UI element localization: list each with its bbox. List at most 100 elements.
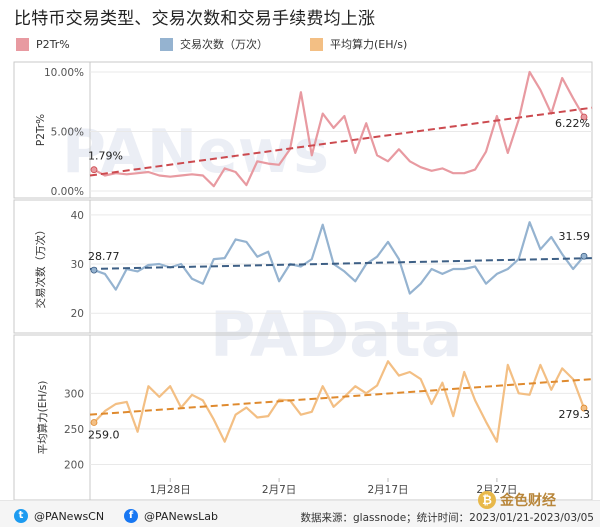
data-point	[311, 154, 313, 156]
data-point	[409, 160, 411, 162]
data-point	[267, 162, 269, 164]
data-source: 数据来源：glassnode；统计时间：2023/01/21-2023/03/0…	[300, 512, 595, 524]
trend-line-p2tr	[89, 106, 593, 177]
data-point	[278, 280, 280, 282]
data-point	[136, 270, 138, 272]
data-point	[561, 367, 563, 369]
data-point	[136, 172, 138, 174]
data-point	[115, 288, 117, 290]
data-point	[507, 364, 509, 366]
data-point	[202, 174, 204, 176]
chart-title: 比特币交易类型、交易次数和交易手续费均上涨	[14, 9, 376, 29]
footer-twitter[interactable]: t @PANewsCN	[14, 509, 104, 523]
data-point	[354, 152, 356, 154]
legend-swatch-tx	[160, 37, 173, 51]
data-point	[158, 174, 160, 176]
data-point	[430, 403, 432, 405]
data-point	[191, 173, 193, 175]
data-point	[539, 89, 541, 91]
y-tick-label: 0.00%	[51, 186, 84, 198]
data-point	[267, 251, 269, 253]
end-marker-tx	[580, 252, 588, 260]
twitter-handle: @PANewsCN	[34, 509, 105, 523]
data-point	[485, 151, 487, 153]
x-tick-label: 1月28日	[150, 484, 191, 496]
data-point	[245, 184, 247, 186]
data-point	[234, 171, 236, 173]
data-point	[572, 97, 574, 99]
panel-frame	[13, 199, 593, 334]
data-point	[213, 258, 215, 260]
data-point	[419, 283, 421, 285]
end-marker-hash	[580, 404, 588, 412]
data-point	[376, 384, 378, 386]
legend-item-p2tr: P2Tr%	[16, 36, 70, 52]
data-point	[441, 273, 443, 275]
data-point	[474, 168, 476, 170]
data-point	[550, 236, 552, 238]
data-point	[550, 389, 552, 391]
logo-text: 金色财经	[500, 493, 556, 509]
data-point	[452, 268, 454, 270]
data-point	[332, 127, 334, 129]
data-point	[452, 415, 454, 417]
data-point	[365, 122, 367, 124]
data-point	[256, 160, 258, 162]
data-point	[572, 268, 574, 270]
data-point	[398, 148, 400, 150]
data-point	[332, 406, 334, 408]
facebook-icon: f	[124, 509, 138, 523]
end-label-hash: 279.3	[559, 408, 591, 421]
data-point	[311, 411, 313, 413]
data-point	[539, 248, 541, 250]
data-point	[125, 173, 127, 175]
end-marker-p2tr	[580, 113, 588, 121]
start-label-hash: 259.0	[88, 428, 120, 441]
data-point	[180, 174, 182, 176]
data-point	[321, 112, 323, 114]
footer: t @PANewsCN f @PANewsLab 数据来源：glassnode；…	[0, 500, 600, 527]
data-point	[419, 378, 421, 380]
y-axis-title-p2tr: P2Tr%	[35, 114, 47, 146]
data-point	[496, 440, 498, 442]
y-tick-label: 250	[64, 424, 84, 436]
data-point	[430, 170, 432, 172]
data-point	[300, 265, 302, 267]
panel-frame	[13, 61, 593, 199]
data-point	[191, 394, 193, 396]
legend-swatch-p2tr	[16, 37, 29, 51]
data-point	[561, 77, 563, 79]
trend-line-tx	[89, 257, 593, 270]
data-point	[136, 431, 138, 433]
facebook-handle: @PANewsLab	[144, 509, 219, 523]
y-tick-label: 300	[64, 388, 84, 400]
data-point	[441, 167, 443, 169]
legend-label-p2tr: P2Tr%	[36, 37, 70, 51]
data-point	[474, 265, 476, 267]
data-point	[158, 263, 160, 265]
data-point	[321, 223, 323, 225]
legend-label-hash: 平均算力(EH/s)	[330, 38, 408, 51]
footer-facebook[interactable]: f @PANewsLab	[124, 509, 218, 523]
start-marker-p2tr	[90, 166, 98, 174]
data-point	[223, 167, 225, 169]
data-point	[474, 399, 476, 401]
data-point	[202, 399, 204, 401]
y-axis-title-hash: 平均算力(EH/s)	[36, 381, 49, 455]
start-marker-tx	[90, 266, 98, 274]
data-point	[104, 410, 106, 412]
data-point	[147, 264, 149, 266]
data-point	[169, 176, 171, 178]
data-point	[409, 371, 411, 373]
data-point	[485, 283, 487, 285]
data-point	[223, 257, 225, 259]
start-marker-hash	[90, 419, 98, 426]
data-point	[496, 273, 498, 275]
data-point	[202, 283, 204, 285]
data-point	[463, 172, 465, 174]
legend-label-tx: 交易次数（万次）	[180, 38, 268, 51]
data-point	[376, 154, 378, 156]
data-point	[387, 360, 389, 362]
data-point	[256, 255, 258, 257]
data-point	[441, 381, 443, 383]
